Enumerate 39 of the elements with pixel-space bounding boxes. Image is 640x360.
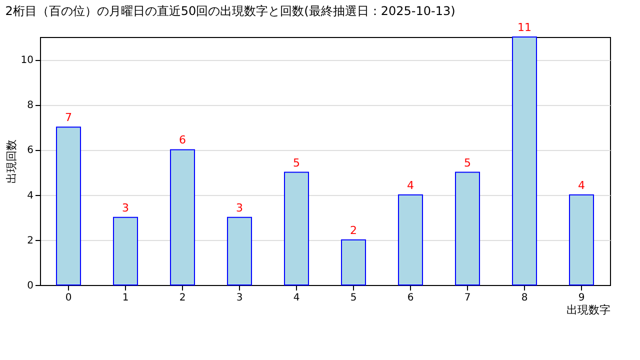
bar bbox=[512, 36, 537, 286]
y-tick-label: 10 bbox=[20, 55, 34, 66]
x-tick-label: 5 bbox=[350, 292, 357, 304]
chart-title: 2桁目（百の位）の月曜日の直近50回の出現数字と回数(最終抽選日：2025-10-13) bbox=[5, 4, 456, 18]
bar bbox=[227, 216, 252, 286]
x-tick-label: 1 bbox=[122, 292, 129, 304]
data-label: 4 bbox=[578, 178, 585, 192]
data-label: 6 bbox=[179, 134, 186, 147]
bar bbox=[170, 149, 195, 286]
x-tick-label: 7 bbox=[464, 292, 471, 304]
data-label: 2 bbox=[350, 224, 357, 237]
data-label: 3 bbox=[122, 201, 129, 214]
x-tick-label: 4 bbox=[293, 292, 300, 304]
data-label: 4 bbox=[407, 178, 414, 192]
data-label: 11 bbox=[518, 21, 532, 34]
bar bbox=[569, 194, 594, 286]
bar bbox=[284, 172, 309, 286]
x-tick-label: 0 bbox=[65, 292, 72, 304]
bar bbox=[398, 194, 423, 286]
data-label: 5 bbox=[464, 156, 471, 170]
x-tick-label: 6 bbox=[407, 292, 414, 304]
y-tick-label: 4 bbox=[27, 190, 34, 202]
data-label: 5 bbox=[293, 156, 300, 170]
data-label: 7 bbox=[65, 111, 72, 124]
bar bbox=[455, 172, 480, 286]
y-tick-label: 6 bbox=[27, 145, 34, 156]
y-tick-label: 8 bbox=[27, 100, 34, 112]
y-tick-label: 2 bbox=[27, 235, 34, 246]
x-tick-label: 9 bbox=[578, 292, 585, 304]
y-axis-title: 出現回数 bbox=[4, 140, 18, 184]
x-tick-label: 8 bbox=[521, 292, 528, 304]
data-label: 3 bbox=[236, 201, 243, 214]
x-axis-title: 出現数字 bbox=[566, 304, 610, 316]
x-tick-label: 3 bbox=[236, 292, 243, 304]
bar bbox=[56, 126, 81, 286]
y-tick-label: 0 bbox=[27, 280, 34, 292]
x-tick-label: 2 bbox=[179, 292, 186, 304]
bar bbox=[113, 216, 138, 286]
bar bbox=[341, 239, 366, 286]
